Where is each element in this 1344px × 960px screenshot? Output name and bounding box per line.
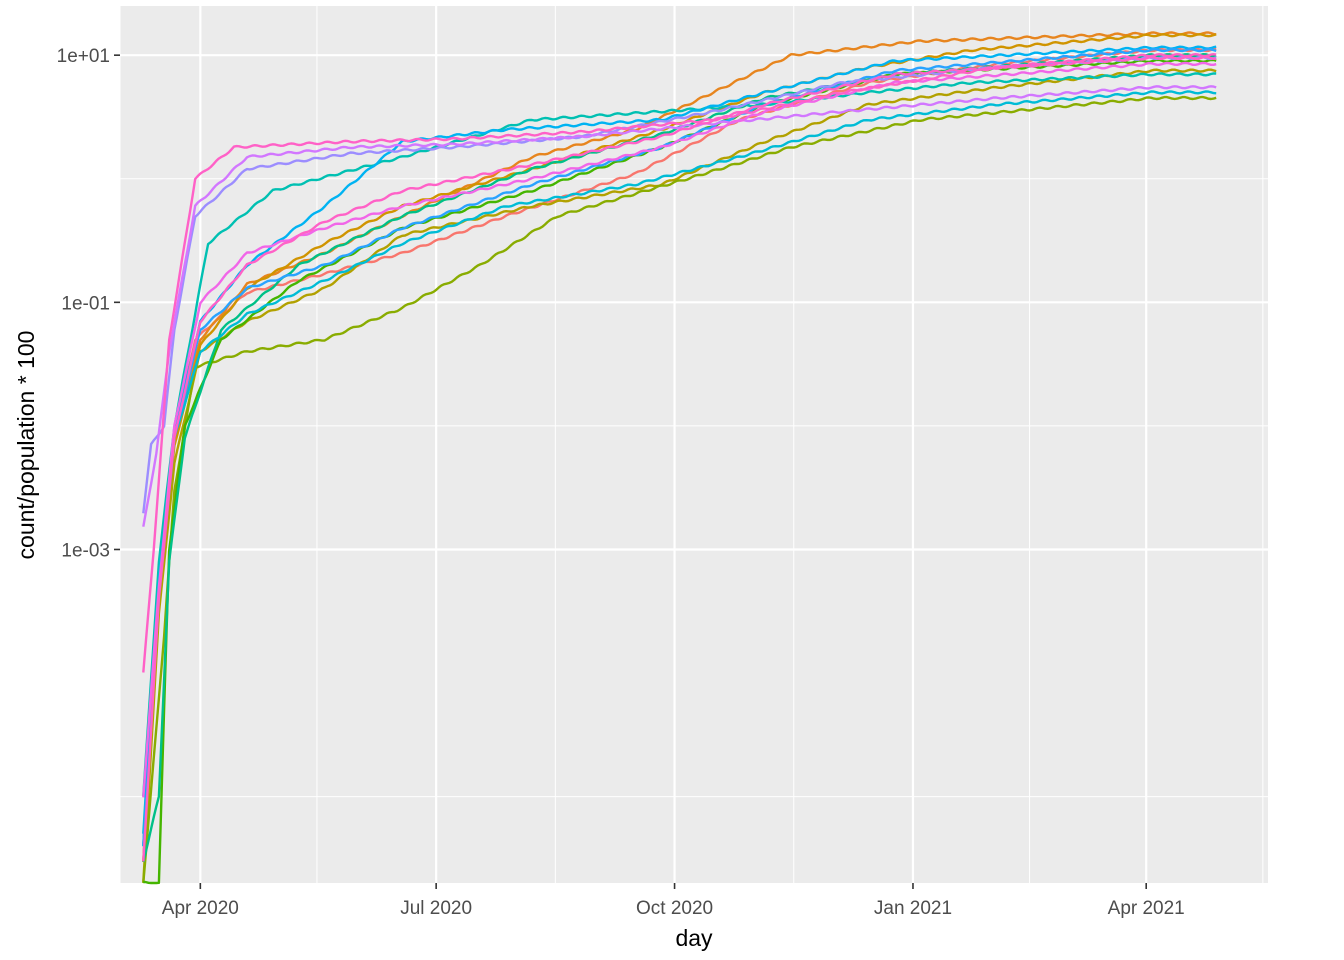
y-tick-label: 1e-03 — [61, 540, 110, 561]
y-tick-label: 1e+01 — [57, 46, 110, 67]
x-tick-label: Jan 2021 — [874, 898, 952, 919]
series-line — [142, 55, 1217, 862]
y-axis-title: count/population * 100 — [13, 331, 39, 560]
x-tick-label: Oct 2020 — [636, 898, 713, 919]
series-line — [142, 61, 1217, 798]
x-tick-label: Apr 2021 — [1108, 898, 1185, 919]
series-line — [142, 90, 1217, 834]
x-tick-label: Apr 2020 — [162, 898, 239, 919]
y-axis-ticks: 1e-03 1e-01 1e+01 — [57, 46, 120, 561]
series-line — [142, 72, 1217, 797]
y-tick-label: 1e-01 — [61, 293, 110, 314]
x-axis-title: day — [675, 925, 713, 951]
series-layer — [142, 31, 1217, 885]
series-line — [142, 68, 1217, 883]
series-line — [142, 53, 1217, 673]
x-axis-ticks: Apr 2020 Jul 2020 Oct 2020 Jan 2021 Apr 2021 — [162, 883, 1185, 919]
x-tick-label: Jul 2020 — [400, 898, 472, 919]
series-line — [142, 45, 1217, 847]
series-line — [142, 85, 1217, 527]
series-line — [142, 95, 1217, 884]
panel-background — [120, 6, 1268, 883]
